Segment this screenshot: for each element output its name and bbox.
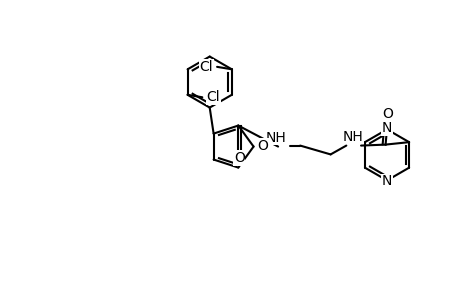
Text: NH: NH — [342, 130, 363, 144]
Text: N: N — [381, 174, 392, 188]
Text: Cl: Cl — [199, 60, 213, 74]
Text: Cl: Cl — [206, 90, 219, 104]
Text: O: O — [233, 151, 244, 165]
Text: O: O — [257, 139, 267, 153]
Text: O: O — [381, 107, 392, 121]
Text: N: N — [381, 122, 392, 135]
Text: NH: NH — [265, 131, 285, 145]
